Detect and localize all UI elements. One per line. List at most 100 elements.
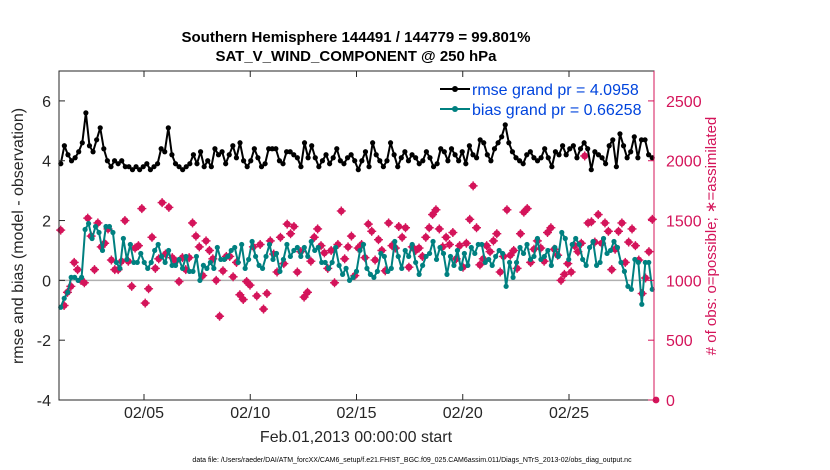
obs-point bbox=[204, 245, 214, 255]
obs-point bbox=[191, 231, 201, 241]
rmse-point bbox=[556, 152, 562, 158]
rmse-point bbox=[201, 164, 207, 170]
bias-point bbox=[621, 268, 628, 274]
rmse-point bbox=[291, 152, 297, 158]
rmse-point bbox=[620, 143, 627, 149]
rmse-point bbox=[362, 149, 369, 155]
bias-point bbox=[360, 241, 367, 248]
bias-point bbox=[527, 256, 534, 263]
rmse-point bbox=[337, 158, 343, 164]
obs-point bbox=[127, 281, 137, 291]
bias-point bbox=[385, 268, 391, 274]
bias-point bbox=[134, 259, 140, 266]
bias-point bbox=[604, 250, 610, 257]
obs-point bbox=[275, 232, 285, 242]
obs-point bbox=[509, 245, 519, 255]
rmse-point bbox=[370, 140, 376, 146]
rmse-point bbox=[359, 158, 365, 164]
bias-point bbox=[190, 268, 196, 274]
legend-rmse-label: rmse grand pr = 4.0958 bbox=[472, 82, 639, 99]
bias-point bbox=[506, 259, 513, 266]
obs-point bbox=[600, 218, 610, 228]
obs-point bbox=[238, 295, 248, 305]
rmse-point bbox=[237, 140, 243, 146]
rmse-point bbox=[115, 161, 121, 167]
rmse-point bbox=[427, 155, 433, 161]
rmse-point bbox=[552, 149, 559, 155]
obs-point bbox=[370, 255, 380, 265]
bias-point bbox=[232, 244, 238, 251]
rmse-point bbox=[305, 155, 311, 161]
obs-point bbox=[603, 226, 613, 236]
obs-point bbox=[397, 232, 407, 242]
bias-point bbox=[256, 262, 262, 269]
rmse-point bbox=[391, 152, 397, 158]
rmse-point bbox=[133, 164, 139, 170]
legend-bias-label: bias grand pr = 0.66258 bbox=[472, 102, 642, 119]
rmse-point bbox=[208, 164, 214, 170]
bias-point bbox=[580, 256, 586, 263]
bias-point bbox=[458, 265, 464, 271]
plot-area bbox=[59, 71, 654, 400]
bias-series bbox=[58, 220, 655, 310]
bias-point bbox=[454, 247, 461, 254]
x-tick-label: 02/10 bbox=[230, 405, 270, 422]
bias-point bbox=[416, 271, 422, 277]
rmse-point bbox=[538, 155, 544, 161]
obs-point bbox=[515, 229, 525, 239]
rmse-point bbox=[438, 146, 444, 152]
obs-point bbox=[89, 265, 99, 275]
obs-point bbox=[120, 216, 130, 226]
y-tick-label-right: 1000 bbox=[666, 273, 702, 290]
bias-point bbox=[106, 223, 113, 230]
bias-point bbox=[270, 256, 276, 263]
bias-point bbox=[228, 247, 234, 254]
rmse-line bbox=[59, 111, 653, 171]
obs-point bbox=[302, 287, 312, 297]
bias-point bbox=[413, 259, 419, 266]
obs-point bbox=[313, 224, 323, 234]
obs-point bbox=[468, 181, 478, 191]
rmse-point bbox=[592, 149, 598, 155]
rmse-point bbox=[395, 164, 401, 170]
obs-point bbox=[607, 265, 617, 275]
obs-point bbox=[340, 254, 350, 264]
obs-point bbox=[255, 239, 265, 249]
bias-point bbox=[312, 247, 318, 254]
rmse-point bbox=[520, 161, 526, 167]
rmse-point bbox=[215, 152, 222, 158]
rmse-point bbox=[309, 143, 315, 149]
rmse-point bbox=[628, 149, 634, 155]
bias-point bbox=[92, 223, 99, 230]
bias-point bbox=[552, 244, 558, 251]
rmse-point bbox=[516, 158, 523, 164]
rmse-point bbox=[355, 167, 361, 173]
rmse-point bbox=[463, 161, 469, 167]
bias-point bbox=[607, 247, 614, 254]
bias-point bbox=[587, 244, 593, 251]
rmse-series bbox=[58, 110, 655, 173]
x-tick-label: 02/05 bbox=[124, 405, 164, 422]
bias-point bbox=[82, 226, 88, 233]
bias-point bbox=[444, 271, 450, 277]
bias-point bbox=[193, 253, 200, 260]
bias-point bbox=[381, 253, 387, 260]
rmse-point bbox=[169, 152, 175, 158]
obs-point bbox=[394, 222, 404, 232]
bias-point bbox=[357, 247, 363, 254]
x-tick-label: 02/15 bbox=[336, 405, 376, 422]
bias-point bbox=[496, 247, 502, 254]
rmse-point bbox=[68, 158, 75, 164]
bias-point bbox=[440, 250, 447, 257]
obs-point bbox=[73, 265, 83, 275]
obs-point bbox=[289, 222, 299, 232]
obs-point bbox=[421, 232, 431, 242]
bias-point bbox=[89, 235, 95, 242]
bias-point bbox=[162, 259, 168, 266]
bias-point bbox=[545, 247, 551, 254]
obs-point bbox=[259, 304, 269, 314]
rmse-point bbox=[180, 167, 186, 173]
rmse-point bbox=[563, 152, 569, 158]
bias-point bbox=[451, 262, 457, 269]
rmse-point bbox=[319, 158, 326, 164]
